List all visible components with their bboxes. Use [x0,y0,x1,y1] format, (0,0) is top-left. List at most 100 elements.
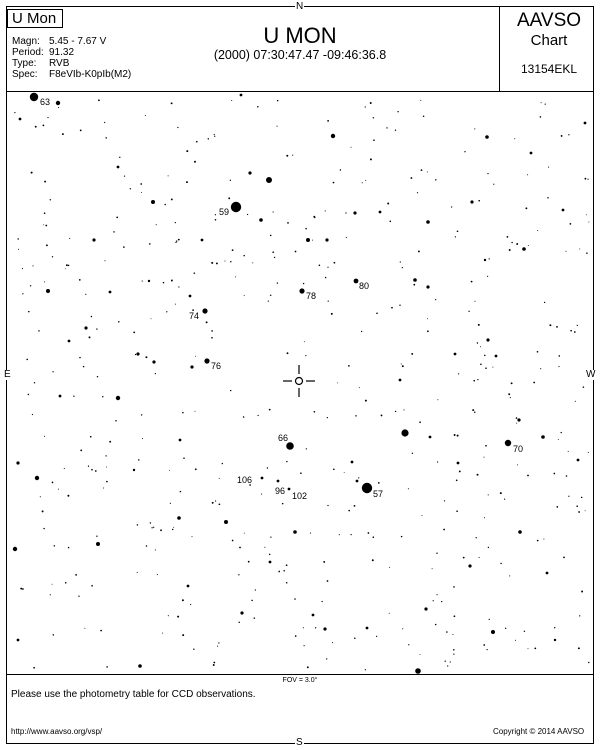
faint-star [105,455,107,457]
compass-north: N [295,1,305,12]
faint-star [453,615,456,618]
faint-star [556,506,559,508]
faint-star [181,599,184,602]
faint-star [264,546,266,548]
faint-star [324,276,327,279]
star [12,546,18,552]
star [426,220,430,224]
faint-star [560,134,563,137]
star [46,289,50,293]
faint-star [294,598,296,600]
faint-star [474,411,476,414]
faint-star [436,461,439,463]
faint-star [399,304,401,306]
footer-copyright: Copyright © 2014 AAVSO [493,727,585,736]
faint-star [65,264,68,267]
star [276,479,280,483]
faint-star [31,413,33,416]
faint-star [129,188,132,190]
faint-star [462,556,465,559]
faint-star [28,310,30,313]
info-value-magnitude: 5.45 - 7.67 V [49,36,107,47]
faint-star [123,175,126,177]
faint-star [483,517,486,519]
faint-star [254,589,257,591]
faint-star [90,315,93,318]
star [200,238,204,242]
faint-star [345,212,347,214]
faint-star [194,410,196,412]
faint-star [332,181,335,184]
faint-star [51,583,53,585]
faint-star [540,102,542,104]
faint-star [568,134,570,136]
star [178,438,182,442]
faint-star [243,532,245,534]
faint-star [154,549,156,551]
faint-star [171,528,174,531]
faint-star [312,239,313,241]
faint-star [453,586,455,588]
faint-star [339,169,342,171]
faint-star [239,546,241,549]
comparison-label: 63 [40,97,50,107]
faint-star [394,129,397,131]
star [18,117,22,121]
comparison-label: 102 [292,491,307,501]
faint-star [348,509,350,512]
faint-star [230,260,232,263]
faint-star [119,156,121,158]
faint-star [314,627,317,629]
faint-star [540,368,542,370]
info-label-period: Period: [12,47,44,58]
faint-star [483,644,486,646]
faint-star [548,166,550,168]
faint-star [556,326,558,328]
faint-star [306,666,309,669]
star [522,247,526,251]
faint-star [138,459,140,461]
faint-star [285,582,288,584]
faint-star [104,260,106,262]
faint-star [487,172,489,175]
faint-star [218,503,221,506]
star [424,607,428,611]
faint-star [167,615,169,617]
faint-star [397,111,399,113]
footer-url[interactable]: http://www.aavso.org/vsp/ [11,727,103,736]
faint-star [331,642,334,644]
faint-star [456,434,459,437]
faint-star [326,658,328,660]
variable-star-reticle [283,365,315,397]
faint-star [508,249,511,251]
info-label-spectrum: Spec: [12,69,38,80]
faint-star [41,510,44,513]
star [239,93,243,97]
comparison-label: 59 [219,207,229,217]
faint-star [53,545,56,547]
faint-star [251,599,253,602]
faint-star [580,496,583,499]
faint-star [267,300,269,302]
faint-star [243,254,245,257]
faint-star [573,331,576,333]
faint-star [261,493,263,495]
faint-star [115,420,117,422]
faint-star [577,647,580,650]
faint-star [133,331,136,334]
faint-star [174,303,176,305]
faint-star [486,275,489,277]
faint-star [148,243,151,245]
faint-star [419,421,421,424]
comparison-label: 106 [237,475,252,485]
faint-star [509,575,511,577]
faint-star [228,197,231,200]
faint-star [506,236,509,238]
faint-star [94,470,97,472]
faint-star [283,570,285,572]
star [350,460,354,464]
faint-star [372,117,375,119]
faint-star [454,236,457,238]
faint-star [400,363,402,365]
faint-star [388,612,390,614]
